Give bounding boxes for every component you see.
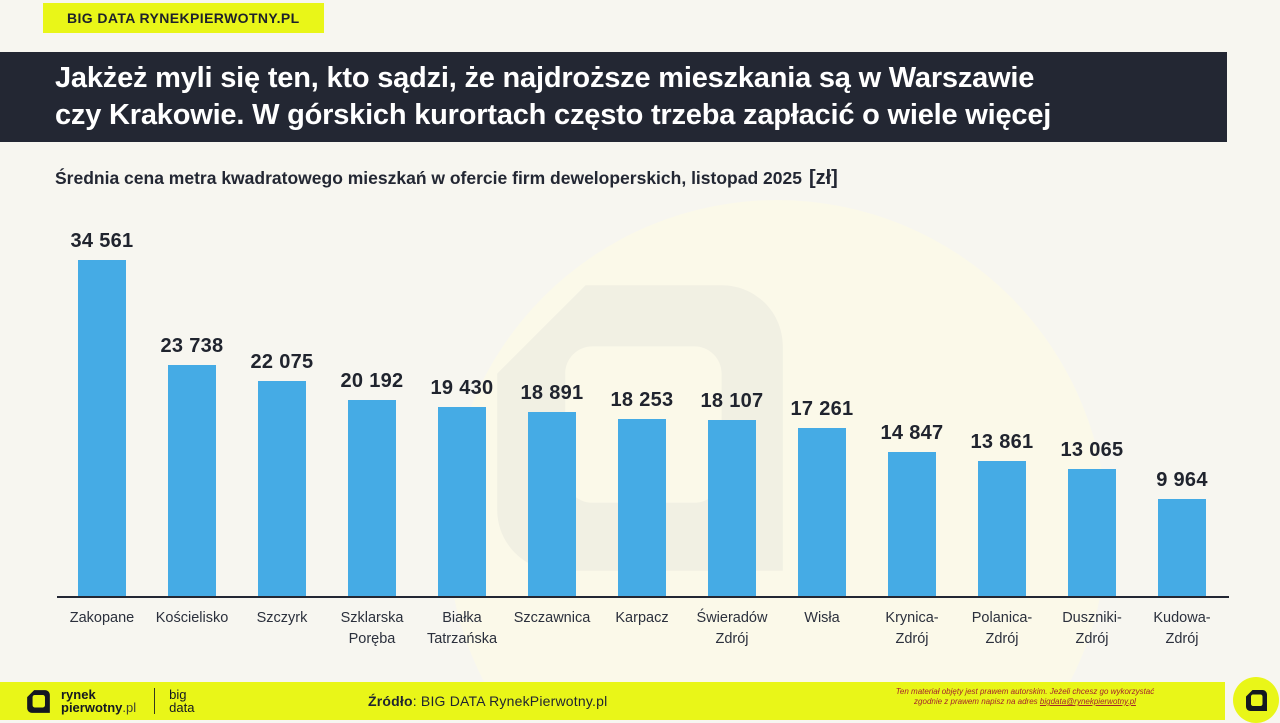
bar-group: 20 192 Szklarska Poręba — [327, 200, 417, 647]
bar — [528, 412, 576, 596]
category-label: Karpacz — [615, 610, 669, 626]
chart-subtitle: Średnia cena metra kwadratowego mieszkań… — [55, 167, 838, 190]
bar — [258, 381, 306, 596]
source-line: Źródło: BIG DATA RynekPierwotny.pl — [368, 682, 607, 720]
bar-value-label: 14 847 — [880, 422, 944, 444]
bar-group: 18 107 Świeradów Zdrój — [687, 200, 777, 647]
brand-badge: BIG DATA RYNEKPIERWOTNY.PL — [43, 3, 324, 33]
bar-group: 13 861 Polanica- Zdrój — [957, 200, 1047, 647]
category-label: Świeradów Zdrój — [696, 610, 768, 647]
bar-group: 22 075 Szczyrk — [237, 200, 327, 626]
category-label: Białka Tatrzańska — [426, 610, 498, 647]
category-label: Szczyrk — [256, 610, 308, 626]
bar-group: 13 065 Duszniki- Zdrój — [1047, 200, 1137, 647]
source-label: Źródło — [368, 693, 413, 709]
brand-badge-label: BIG DATA RYNEKPIERWOTNY.PL — [67, 10, 300, 26]
copyright-line2-prefix: zgodnie z prawem napisz na adres — [914, 697, 1040, 706]
bar-group: 9 964 Kudowa- Zdrój — [1137, 200, 1227, 647]
bar-group: 23 738 Kościelisko — [147, 200, 237, 626]
bar-group: 34 561 Zakopane — [57, 200, 147, 626]
bar — [888, 452, 936, 596]
footer-bigdata-text: big data — [169, 686, 195, 715]
footer-logo: rynek pierwotny.pl big data — [25, 686, 195, 715]
copyright-note: Ten materiał objęty jest prawem autorski… — [880, 687, 1170, 707]
chart-subtitle-text: Średnia cena metra kwadratowego mieszkań… — [55, 168, 802, 188]
brand-line2: pierwotny — [61, 700, 123, 715]
bigdata-line1: big — [169, 686, 187, 702]
copyright-line1: Ten materiał objęty jest prawem autorski… — [895, 687, 1155, 696]
brand-line2-suffix: .pl — [122, 700, 137, 715]
category-label: Polanica- Zdrój — [971, 610, 1033, 647]
bar — [348, 400, 396, 596]
bar-value-label: 13 861 — [970, 431, 1034, 453]
bar-group: 17 261 Wisła — [777, 200, 867, 626]
headline-band: Jakżeż myli się ten, kto sądzi, że najdr… — [0, 52, 1227, 142]
bar — [438, 407, 486, 596]
bar-value-label: 13 065 — [1060, 439, 1124, 461]
copyright-email-link[interactable]: bigdata@rynekpierwotny.pl — [1039, 697, 1136, 706]
bar-value-label: 18 107 — [700, 390, 764, 412]
bar — [1158, 499, 1206, 596]
category-label: Szczawnica — [513, 610, 591, 626]
bar-group: 14 847 Krynica- Zdrój — [867, 200, 957, 647]
bar-value-label: 9 964 — [1156, 469, 1208, 491]
brand-line1: rynek — [61, 686, 96, 702]
bar-value-label: 19 430 — [430, 377, 494, 399]
bar-value-label: 18 891 — [520, 382, 584, 404]
bar — [708, 420, 756, 596]
bar-value-label: 20 192 — [340, 370, 404, 392]
chart-subtitle-unit: [zł] — [808, 167, 838, 189]
footer-brand-text: rynek pierwotny.pl — [61, 686, 137, 715]
footer-bar: rynek pierwotny.pl big data Źródło: BIG … — [0, 682, 1225, 720]
corner-logo-badge — [1233, 677, 1279, 723]
bar — [78, 260, 126, 596]
bar-chart: 34 561 Zakopane 23 738 Kościelisko 22 075 Szc… — [57, 200, 1227, 647]
rynekpierwotny-logo-icon — [1245, 689, 1267, 711]
bar — [168, 365, 216, 596]
bar-value-label: 34 561 — [70, 230, 134, 252]
page-title: Jakżeż myli się ten, kto sądzi, że najdr… — [55, 62, 1052, 131]
bar-group: 18 891 Szczawnica — [507, 200, 597, 626]
category-label: Kościelisko — [155, 610, 229, 626]
footer-divider — [154, 688, 156, 714]
bar-group: 19 430 Białka Tatrzańska — [417, 200, 507, 647]
bar-value-label: 17 261 — [790, 398, 854, 420]
source-value: : BIG DATA RynekPierwotny.pl — [412, 693, 608, 709]
bar-group: 18 253 Karpacz — [597, 200, 687, 626]
category-label: Wisła — [804, 610, 840, 626]
bar — [618, 419, 666, 596]
bar — [1068, 469, 1116, 596]
category-label: Duszniki- Zdrój — [1062, 610, 1122, 647]
bar-value-label: 23 738 — [160, 335, 224, 357]
category-label: Zakopane — [69, 610, 135, 626]
x-axis-line — [57, 596, 1229, 598]
rynekpierwotny-logo-icon — [27, 689, 50, 713]
bar — [978, 461, 1026, 596]
category-label: Krynica- Zdrój — [885, 610, 939, 647]
category-label: Kudowa- Zdrój — [1153, 610, 1211, 647]
bar — [798, 428, 846, 596]
bar-value-label: 18 253 — [610, 389, 674, 411]
category-label: Szklarska Poręba — [340, 610, 404, 647]
bar-value-label: 22 075 — [250, 351, 314, 373]
bigdata-line2: data — [169, 700, 195, 715]
